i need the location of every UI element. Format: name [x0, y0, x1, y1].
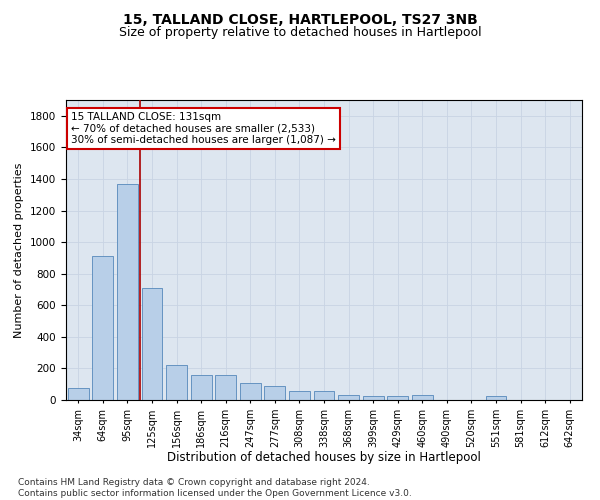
Bar [166, 366, 187, 400]
Bar [314, 392, 334, 400]
Text: Distribution of detached houses by size in Hartlepool: Distribution of detached houses by size … [167, 451, 481, 464]
Bar [412, 396, 433, 400]
Bar [68, 388, 89, 400]
Bar [362, 396, 383, 400]
Text: 15, TALLAND CLOSE, HARTLEPOOL, TS27 3NB: 15, TALLAND CLOSE, HARTLEPOOL, TS27 3NB [122, 12, 478, 26]
Bar [117, 184, 138, 400]
Bar [289, 392, 310, 400]
Bar [338, 396, 359, 400]
Bar [215, 374, 236, 400]
Text: Contains HM Land Registry data © Crown copyright and database right 2024.
Contai: Contains HM Land Registry data © Crown c… [18, 478, 412, 498]
Bar [240, 384, 261, 400]
Bar [92, 256, 113, 400]
Y-axis label: Number of detached properties: Number of detached properties [14, 162, 25, 338]
Bar [142, 288, 163, 400]
Bar [485, 396, 506, 400]
Text: Size of property relative to detached houses in Hartlepool: Size of property relative to detached ho… [119, 26, 481, 39]
Bar [191, 374, 212, 400]
Bar [387, 396, 408, 400]
Text: 15 TALLAND CLOSE: 131sqm
← 70% of detached houses are smaller (2,533)
30% of sem: 15 TALLAND CLOSE: 131sqm ← 70% of detach… [71, 112, 336, 145]
Bar [265, 386, 286, 400]
